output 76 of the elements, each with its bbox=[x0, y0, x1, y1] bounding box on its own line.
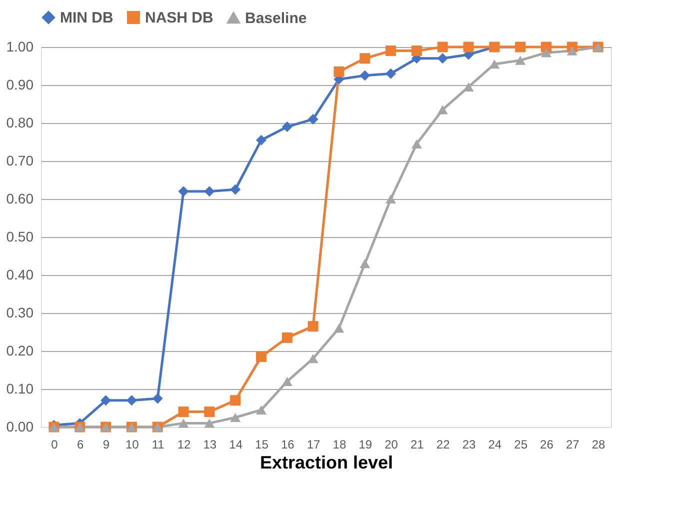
legend-label: NASH DB bbox=[145, 10, 214, 27]
x-tick-label: 13 bbox=[203, 438, 217, 452]
x-tick-label: 17 bbox=[306, 438, 321, 452]
point bbox=[334, 66, 344, 77]
point bbox=[540, 48, 552, 58]
y-tick-label: 0.70 bbox=[6, 152, 34, 168]
point bbox=[437, 42, 448, 52]
point bbox=[256, 405, 266, 414]
point bbox=[386, 46, 396, 56]
point bbox=[386, 194, 396, 204]
y-tick-label: 0.20 bbox=[6, 342, 34, 358]
x-axis-title: Extraction level bbox=[260, 452, 394, 472]
point bbox=[386, 68, 396, 79]
x-tick-label: 9 bbox=[102, 438, 110, 452]
x-tick-label: 10 bbox=[126, 438, 140, 452]
point bbox=[360, 70, 370, 81]
point bbox=[334, 324, 344, 333]
point bbox=[256, 351, 266, 362]
point bbox=[152, 393, 163, 404]
x-tick-label: 19 bbox=[358, 438, 372, 452]
point bbox=[178, 406, 189, 418]
y-tick-label: 0.40 bbox=[6, 266, 34, 282]
point bbox=[282, 122, 292, 132]
point bbox=[411, 139, 422, 148]
x-tick-label: 14 bbox=[229, 438, 243, 452]
point bbox=[282, 332, 292, 343]
y-tick-label: 0.50 bbox=[6, 228, 34, 244]
y-tick-label: 0.80 bbox=[6, 114, 34, 130]
x-tick-label: 24 bbox=[488, 438, 502, 452]
point bbox=[230, 184, 241, 195]
legend-label: MIN DB bbox=[60, 10, 114, 27]
x-tick-label: 22 bbox=[436, 438, 450, 452]
point bbox=[204, 406, 215, 418]
point bbox=[360, 259, 370, 268]
x-tick-label: 18 bbox=[332, 438, 346, 452]
point bbox=[282, 376, 292, 386]
point bbox=[230, 395, 241, 406]
y-tick-label: 0.60 bbox=[6, 190, 34, 206]
x-tick-label: 25 bbox=[514, 438, 528, 452]
point bbox=[437, 105, 448, 114]
point bbox=[204, 186, 215, 197]
x-tick-label: 28 bbox=[592, 438, 606, 452]
point bbox=[204, 418, 215, 428]
x-tick-label: 20 bbox=[384, 438, 398, 452]
y-tick-label: 1.00 bbox=[6, 38, 34, 54]
y-tick-label: 0.90 bbox=[6, 76, 34, 92]
point bbox=[178, 186, 189, 197]
y-tick-label: 0.10 bbox=[6, 380, 34, 396]
x-tick-label: 23 bbox=[462, 438, 476, 452]
x-tick-label: 6 bbox=[77, 438, 84, 452]
x-tick-label: 11 bbox=[152, 438, 165, 452]
point bbox=[308, 354, 318, 364]
x-tick-label: 16 bbox=[280, 438, 295, 452]
x-tick-label: 27 bbox=[566, 438, 580, 452]
point bbox=[100, 395, 112, 406]
point bbox=[230, 412, 241, 422]
y-tick-label: 0.00 bbox=[6, 418, 34, 434]
point bbox=[308, 114, 318, 124]
point bbox=[515, 56, 526, 65]
x-tick-label: 15 bbox=[255, 438, 269, 452]
point bbox=[308, 321, 318, 332]
legend-label: Baseline bbox=[245, 10, 307, 27]
point bbox=[360, 53, 370, 64]
point bbox=[178, 418, 189, 428]
y-tick-label: 0.30 bbox=[6, 304, 34, 320]
x-tick-label: 21 bbox=[410, 438, 424, 452]
point bbox=[463, 42, 474, 52]
point bbox=[489, 60, 500, 69]
x-tick-label: 0 bbox=[51, 438, 58, 452]
point bbox=[256, 134, 266, 146]
x-tick-label: 12 bbox=[177, 438, 191, 452]
point bbox=[126, 395, 137, 406]
point bbox=[437, 53, 448, 64]
x-tick-label: 26 bbox=[540, 438, 554, 452]
point bbox=[566, 46, 578, 56]
point bbox=[411, 46, 422, 56]
